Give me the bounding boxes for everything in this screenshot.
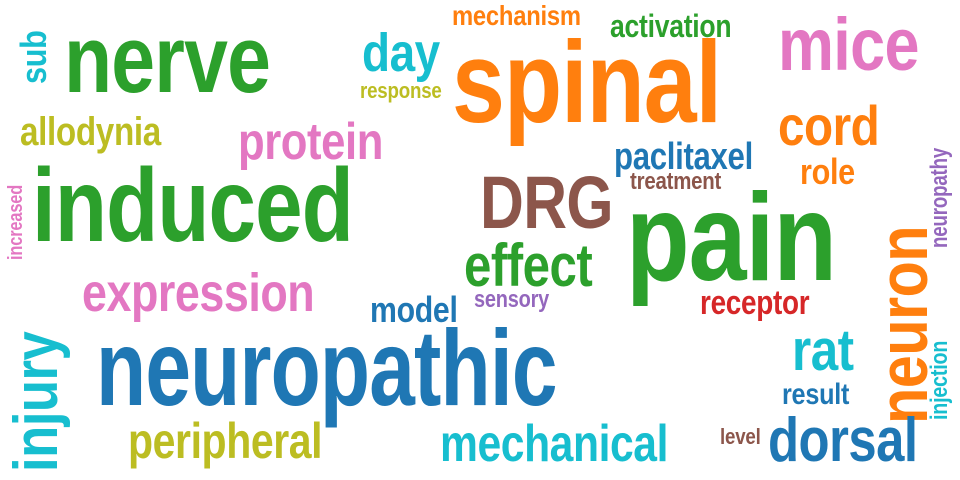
word-neuropathy: neuropathy — [926, 147, 953, 248]
word-sub: sub — [13, 30, 54, 84]
word-level: level — [720, 424, 761, 449]
word-nerve: nerve — [64, 6, 271, 113]
word-activation: activation — [610, 8, 732, 44]
word-neuropathic: neuropathic — [96, 307, 558, 428]
word-paclitaxel: paclitaxel — [614, 136, 753, 178]
word-rat: rat — [792, 318, 854, 383]
word-mechanical: mechanical — [440, 415, 669, 473]
word-allodynia: allodynia — [20, 110, 161, 154]
word-dorsal: dorsal — [768, 406, 918, 475]
word-treatment: treatment — [630, 168, 722, 195]
word-mechanism: mechanism — [452, 0, 581, 31]
word-induced: induced — [32, 148, 354, 264]
word-spinal: spinal — [452, 17, 722, 147]
word-injury: injury — [2, 331, 71, 472]
word-expression: expression — [82, 263, 315, 323]
word-role: role — [800, 151, 855, 192]
word-injection: injection — [926, 340, 953, 420]
word-day: day — [362, 23, 440, 83]
word-receptor: receptor — [700, 284, 810, 322]
word-mice: mice — [778, 3, 919, 86]
word-cord: cord — [778, 94, 880, 157]
word-model: model — [370, 289, 458, 330]
word-sensory: sensory — [474, 286, 550, 313]
word-protein: protein — [238, 113, 383, 171]
word-effect: effect — [464, 232, 593, 299]
word-result: result — [782, 378, 850, 411]
word-response: response — [360, 78, 442, 103]
word-DRG: DRG — [480, 161, 614, 244]
word-pain: pain — [626, 169, 837, 307]
word-increased: increased — [5, 184, 27, 260]
word-peripheral: peripheral — [128, 413, 323, 469]
